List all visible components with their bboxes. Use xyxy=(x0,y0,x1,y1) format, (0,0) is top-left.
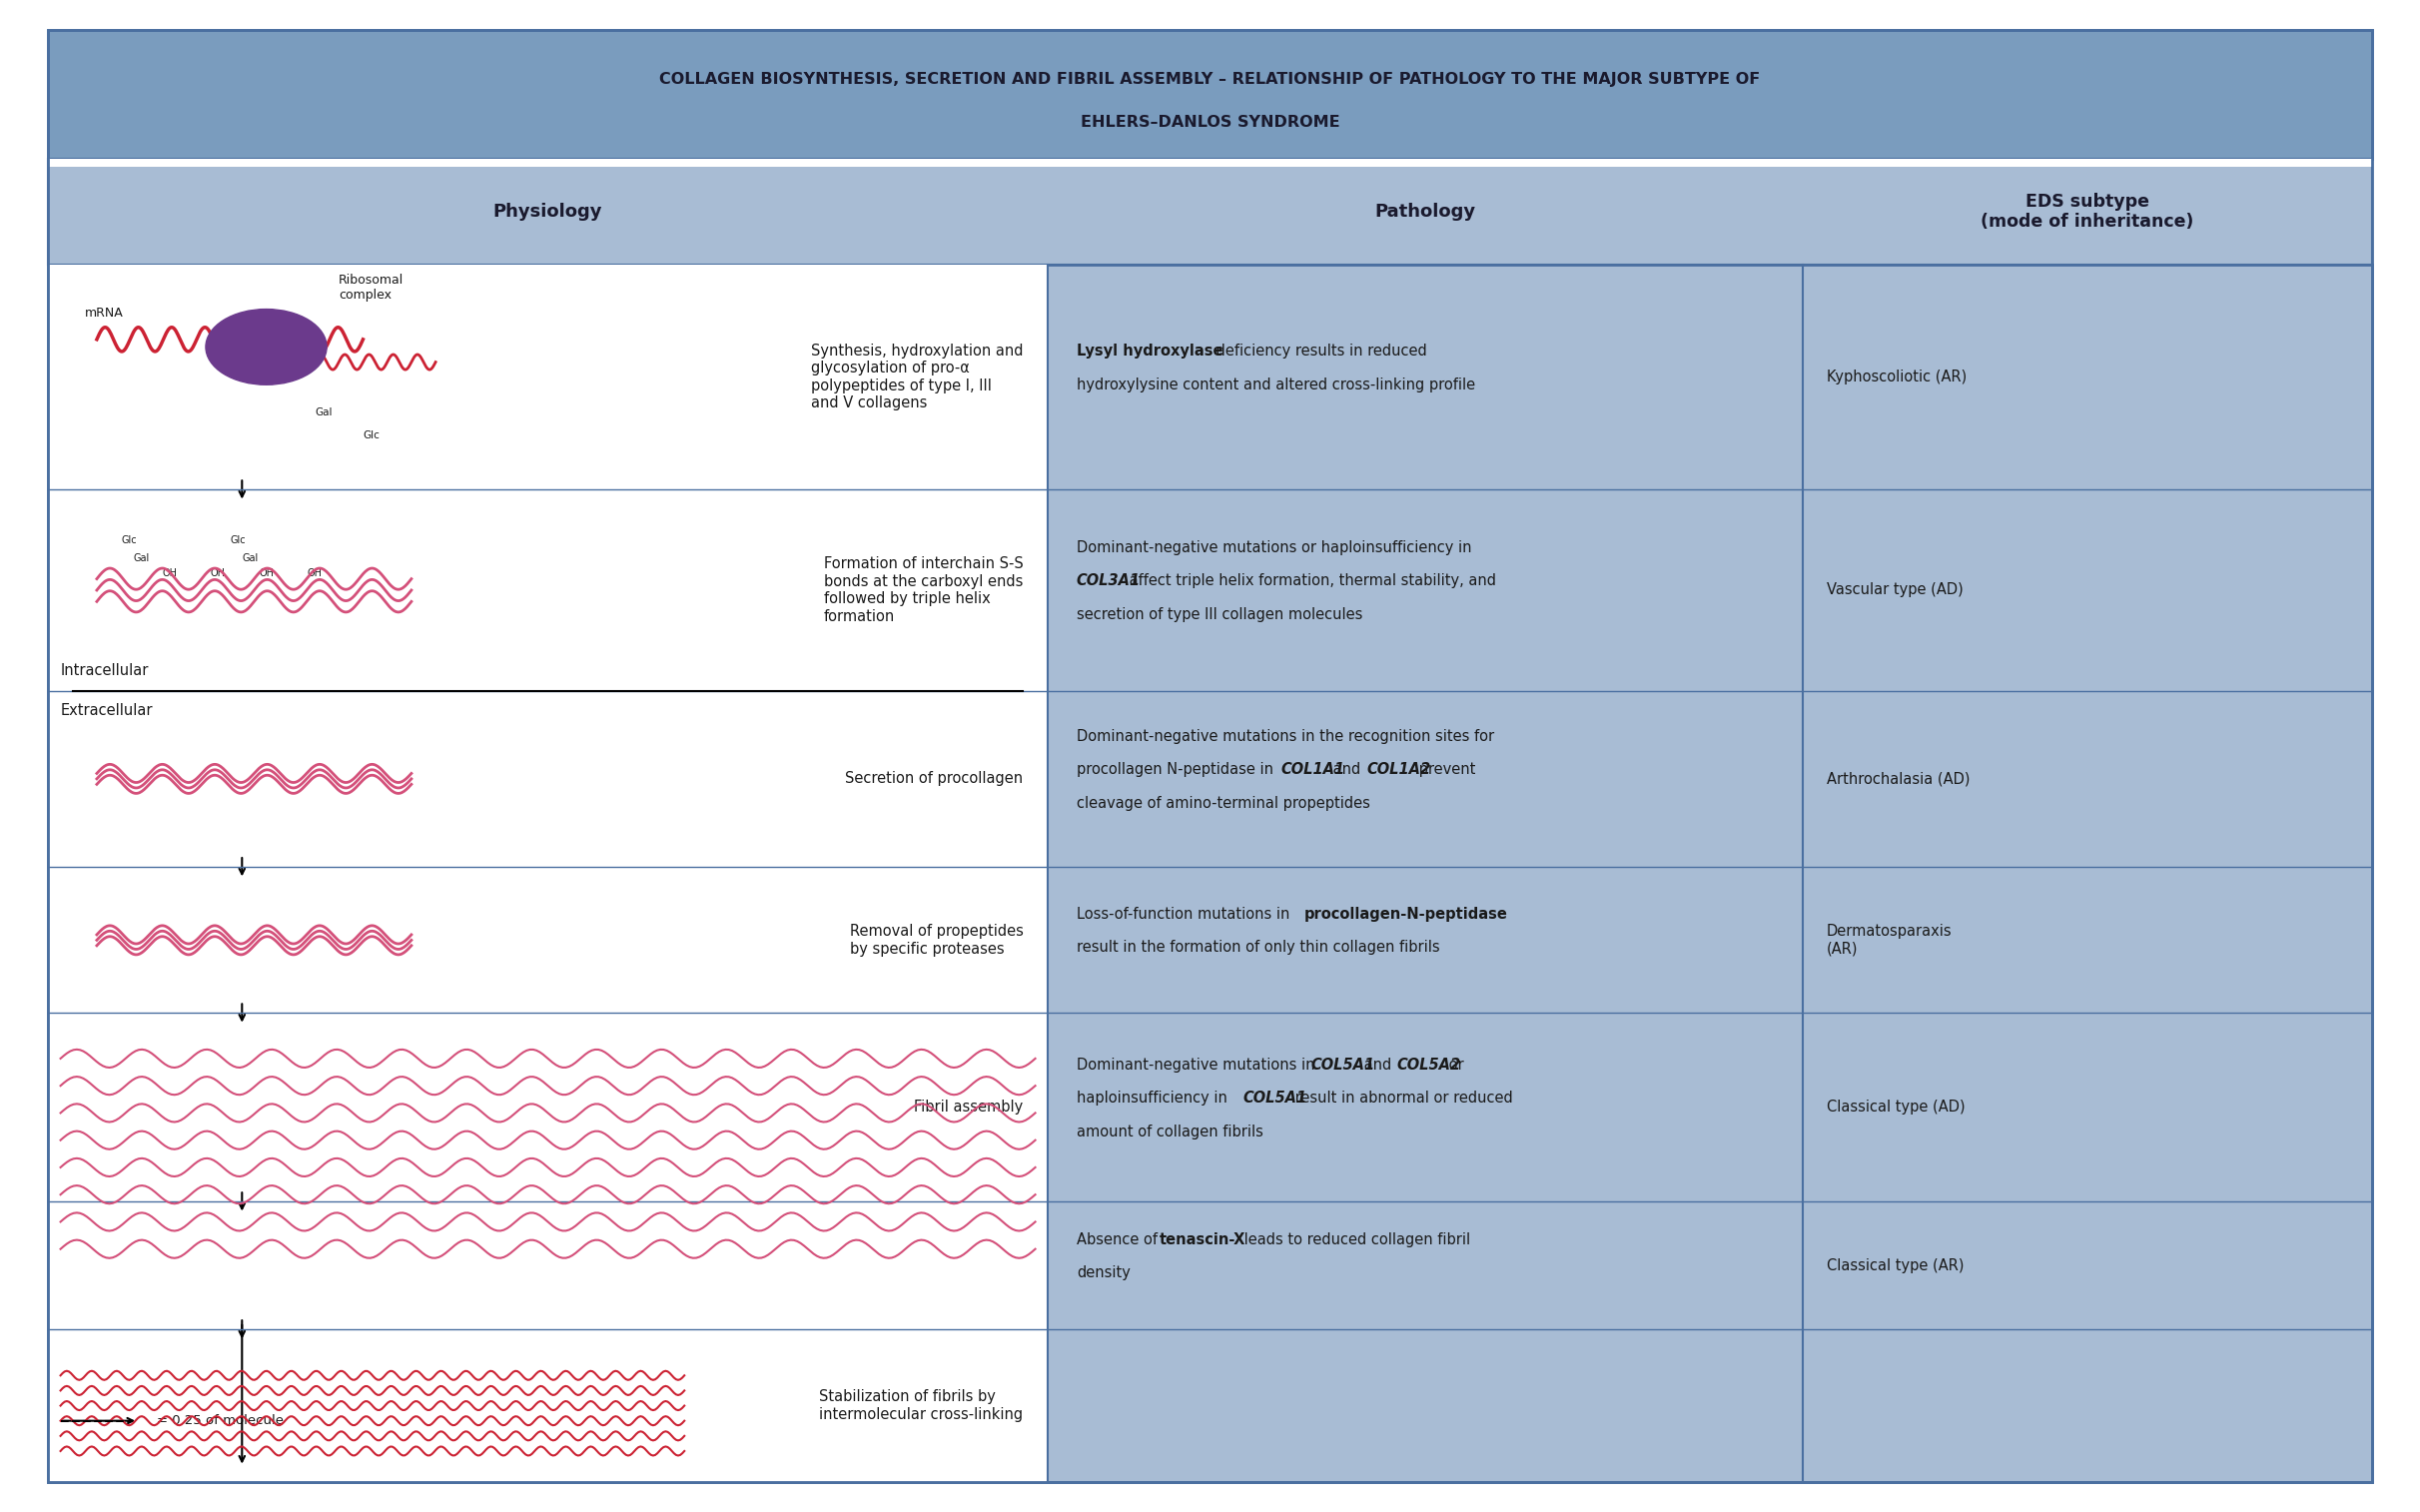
Text: Fibril assembly: Fibril assembly xyxy=(915,1101,1024,1114)
Text: or: or xyxy=(1445,1057,1464,1072)
Text: Formation of interchain S-S
bonds at the carboxyl ends
followed by triple helix
: Formation of interchain S-S bonds at the… xyxy=(823,556,1024,624)
Text: Glc: Glc xyxy=(230,535,244,544)
Text: Glc: Glc xyxy=(121,535,136,544)
Text: Intracellular: Intracellular xyxy=(60,664,148,679)
Text: COL5A1: COL5A1 xyxy=(1244,1090,1307,1105)
Text: affect triple helix formation, thermal stability, and: affect triple helix formation, thermal s… xyxy=(1125,573,1496,588)
Text: COL3A1: COL3A1 xyxy=(1077,573,1140,588)
Text: Physiology: Physiology xyxy=(494,203,603,221)
Text: hydroxylysine content and altered cross-linking profile: hydroxylysine content and altered cross-… xyxy=(1077,376,1476,392)
Text: Secretion of procollagen: Secretion of procollagen xyxy=(845,771,1024,786)
Text: result in the formation of only thin collagen fibrils: result in the formation of only thin col… xyxy=(1077,940,1440,956)
Text: deficiency results in reduced: deficiency results in reduced xyxy=(1212,343,1428,358)
Text: procollagen-N-peptidase: procollagen-N-peptidase xyxy=(1304,907,1508,922)
Text: mRNA: mRNA xyxy=(85,307,123,319)
Text: Kyphoscoliotic (AR): Kyphoscoliotic (AR) xyxy=(1827,370,1967,384)
Text: EDS subtype
(mode of inheritance): EDS subtype (mode of inheritance) xyxy=(1980,192,2193,231)
FancyBboxPatch shape xyxy=(48,159,2372,166)
Text: OH: OH xyxy=(162,569,177,578)
Text: Stabilization of fibrils by
intermolecular cross-linking: Stabilization of fibrils by intermolecul… xyxy=(820,1390,1024,1421)
Text: Dominant-negative mutations in the recognition sites for: Dominant-negative mutations in the recog… xyxy=(1077,729,1493,744)
Text: COL5A2: COL5A2 xyxy=(1396,1057,1462,1072)
Text: COL5A1: COL5A1 xyxy=(1312,1057,1375,1072)
Text: Gal: Gal xyxy=(133,553,150,562)
Text: COL1A1: COL1A1 xyxy=(1280,762,1346,777)
Text: haploinsufficiency in: haploinsufficiency in xyxy=(1077,1090,1232,1105)
Text: Arthrochalasia (AD): Arthrochalasia (AD) xyxy=(1827,771,1970,786)
Text: density: density xyxy=(1077,1266,1130,1281)
Text: OH: OH xyxy=(211,569,225,578)
Text: procollagen N-peptidase in: procollagen N-peptidase in xyxy=(1077,762,1278,777)
Text: Dermatosparaxis
(AR): Dermatosparaxis (AR) xyxy=(1827,924,1953,956)
Text: OH: OH xyxy=(259,569,273,578)
Text: Loss-of-function mutations in: Loss-of-function mutations in xyxy=(1077,907,1295,922)
Text: secretion of type III collagen molecules: secretion of type III collagen molecules xyxy=(1077,606,1362,621)
Text: Glc: Glc xyxy=(363,429,380,440)
Text: Dominant-negative mutations or haploinsufficiency in: Dominant-negative mutations or haploinsu… xyxy=(1077,540,1471,555)
Text: Pathology: Pathology xyxy=(1375,203,1476,221)
Text: Extracellular: Extracellular xyxy=(60,703,152,718)
Text: COL1A2: COL1A2 xyxy=(1367,762,1430,777)
FancyBboxPatch shape xyxy=(48,159,2372,265)
Text: COLLAGEN BIOSYNTHESIS, SECRETION AND FIBRIL ASSEMBLY – RELATIONSHIP OF PATHOLOGY: COLLAGEN BIOSYNTHESIS, SECRETION AND FIB… xyxy=(661,71,1759,86)
Text: Vascular type (AD): Vascular type (AD) xyxy=(1827,582,1963,597)
FancyBboxPatch shape xyxy=(48,265,1048,1482)
Text: = 0.25 of molecule: = 0.25 of molecule xyxy=(157,1414,283,1427)
Text: Removal of propeptides
by specific proteases: Removal of propeptides by specific prote… xyxy=(849,924,1024,956)
Text: and: and xyxy=(1329,762,1365,777)
Text: Classical type (AD): Classical type (AD) xyxy=(1827,1101,1965,1114)
Text: result in abnormal or reduced: result in abnormal or reduced xyxy=(1290,1090,1512,1105)
Text: amount of collagen fibrils: amount of collagen fibrils xyxy=(1077,1123,1263,1139)
Text: Ribosomal
complex: Ribosomal complex xyxy=(339,274,404,301)
Text: Synthesis, hydroxylation and
glycosylation of pro-α
polypeptides of type I, III
: Synthesis, hydroxylation and glycosylati… xyxy=(811,343,1024,411)
Text: tenascin-X: tenascin-X xyxy=(1159,1232,1246,1247)
Text: Absence of: Absence of xyxy=(1077,1232,1162,1247)
Text: Classical type (AR): Classical type (AR) xyxy=(1827,1258,1965,1273)
Text: Lysyl hydroxylase: Lysyl hydroxylase xyxy=(1077,343,1222,358)
Circle shape xyxy=(206,308,327,384)
Text: Gal: Gal xyxy=(315,407,332,417)
Text: EHLERS–DANLOS SYNDROME: EHLERS–DANLOS SYNDROME xyxy=(1079,115,1341,130)
Text: leads to reduced collagen fibril: leads to reduced collagen fibril xyxy=(1239,1232,1469,1247)
Text: OH: OH xyxy=(307,569,322,578)
FancyBboxPatch shape xyxy=(48,30,2372,159)
FancyBboxPatch shape xyxy=(48,265,2372,1482)
Text: Dominant-negative mutations in: Dominant-negative mutations in xyxy=(1077,1057,1319,1072)
Text: and: and xyxy=(1360,1057,1396,1072)
Text: Gal: Gal xyxy=(242,553,259,562)
Text: prevent: prevent xyxy=(1413,762,1476,777)
Text: cleavage of amino-terminal propeptides: cleavage of amino-terminal propeptides xyxy=(1077,795,1370,810)
